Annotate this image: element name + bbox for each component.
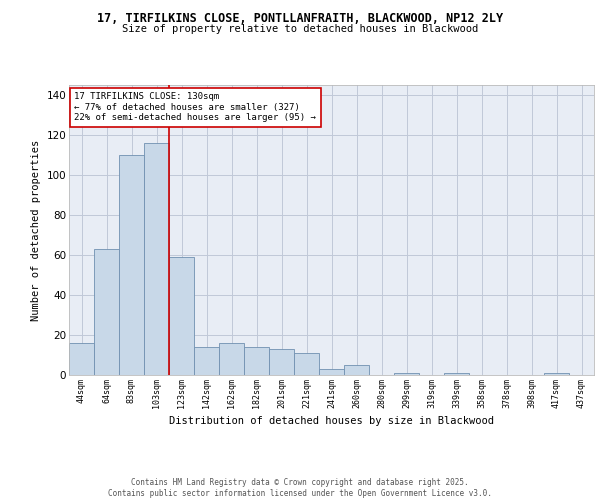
Text: 17, TIRFILKINS CLOSE, PONTLLANFRAITH, BLACKWOOD, NP12 2LY: 17, TIRFILKINS CLOSE, PONTLLANFRAITH, BL… — [97, 12, 503, 26]
Text: Contains HM Land Registry data © Crown copyright and database right 2025.
Contai: Contains HM Land Registry data © Crown c… — [108, 478, 492, 498]
Bar — [444, 373, 469, 375]
Bar — [244, 347, 269, 375]
Bar — [294, 353, 319, 375]
Bar — [544, 373, 569, 375]
Bar — [344, 365, 369, 375]
X-axis label: Distribution of detached houses by size in Blackwood: Distribution of detached houses by size … — [169, 416, 494, 426]
Bar — [94, 249, 119, 375]
Bar — [169, 257, 194, 375]
Text: 17 TIRFILKINS CLOSE: 130sqm
← 77% of detached houses are smaller (327)
22% of se: 17 TIRFILKINS CLOSE: 130sqm ← 77% of det… — [74, 92, 316, 122]
Bar — [394, 373, 419, 375]
Bar — [144, 143, 169, 375]
Bar — [119, 155, 144, 375]
Bar — [194, 347, 219, 375]
Bar — [319, 369, 344, 375]
Bar — [219, 343, 244, 375]
Bar — [69, 343, 94, 375]
Y-axis label: Number of detached properties: Number of detached properties — [31, 140, 41, 320]
Text: Size of property relative to detached houses in Blackwood: Size of property relative to detached ho… — [122, 24, 478, 34]
Bar — [269, 349, 294, 375]
